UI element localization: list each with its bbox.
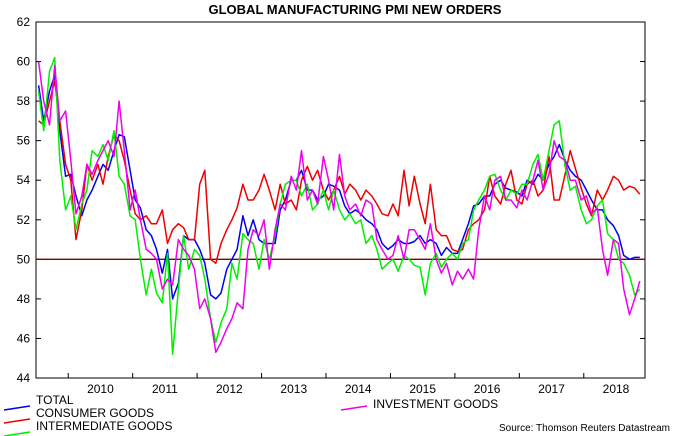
legend-swatch-consumer-goods xyxy=(3,418,31,424)
x-tick-label: 2012 xyxy=(216,382,243,396)
x-tick-label: 2018 xyxy=(603,382,630,396)
legend-label-intermediate-goods: INTERMEDIATE GOODS xyxy=(36,419,172,433)
plot-border xyxy=(35,21,646,379)
x-tick-label: 2015 xyxy=(409,382,436,396)
x-tick-label: 2011 xyxy=(152,382,178,396)
x-tick-label: 2013 xyxy=(280,382,307,396)
legend-label-investment-goods: INVESTMENT GOODS xyxy=(373,397,498,411)
x-axis: 2010 2011 2012 2013 2014 2015 2016 2017 2018 xyxy=(67,373,630,396)
series-line-total xyxy=(37,74,640,300)
plot-frame xyxy=(35,21,646,379)
y-tick-label: 44 xyxy=(17,371,31,385)
y-tick-label: 54 xyxy=(17,173,31,187)
series-lines xyxy=(37,56,641,356)
legend-swatch-intermediate-goods xyxy=(3,431,31,436)
y-tick-label: 46 xyxy=(17,331,31,345)
legend-label-consumer-goods: CONSUMER GOODS xyxy=(36,406,154,420)
y-tick-label: 52 xyxy=(17,213,31,227)
legend-label-total: TOTAL xyxy=(36,393,74,407)
y-tick-label: 60 xyxy=(17,55,31,69)
x-tick-label: 2017 xyxy=(538,382,565,396)
y-tick-label: 58 xyxy=(17,94,31,108)
y-tick-label: 62 xyxy=(17,15,31,29)
x-tick-label: 2014 xyxy=(345,382,372,396)
y-tick-label: 50 xyxy=(17,252,31,266)
x-tick-label: 2010 xyxy=(87,382,114,396)
x-tick-label: 2016 xyxy=(474,382,501,396)
y-tick-label: 56 xyxy=(17,134,31,148)
series-line-investment-goods xyxy=(37,61,641,354)
y-tick-label: 48 xyxy=(17,292,31,306)
series-line-intermediate-goods xyxy=(37,56,641,356)
chart-title: GLOBAL MANUFACTURING PMI NEW ORDERS xyxy=(209,2,502,17)
legend-swatch-investment-goods xyxy=(340,405,368,411)
source-note: Source: Thomson Reuters Datastream xyxy=(499,423,670,434)
legend-swatch-total xyxy=(3,405,31,411)
series-line-consumer-goods xyxy=(38,80,641,265)
